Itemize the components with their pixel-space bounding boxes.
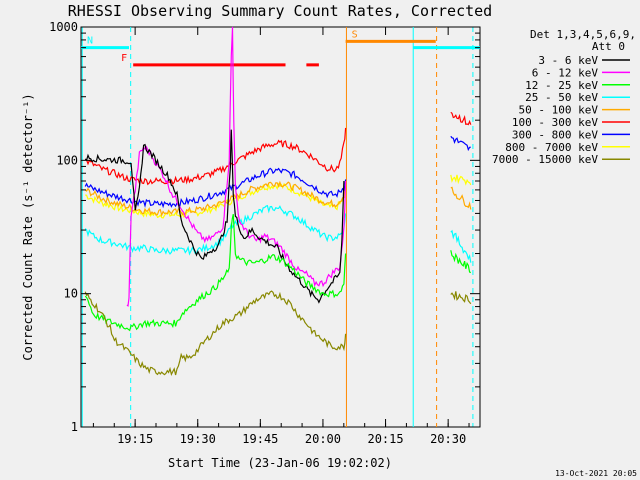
series-line-3-6-kev <box>84 129 345 304</box>
flag-bars: N F S <box>81 29 480 67</box>
late-segment-800-7000-kev <box>450 174 472 186</box>
flag-f-label: F <box>121 53 127 64</box>
legend-header-line-2: Att 0 <box>592 40 625 53</box>
series-line-800-7000-kev <box>85 182 347 219</box>
y-axis-ticks: 1 10 100 1000 <box>49 20 480 434</box>
vertical-markers <box>81 27 474 427</box>
y-tick-label-1000: 1000 <box>49 20 78 34</box>
x-tick-label-19-15: 19:15 <box>117 432 153 446</box>
x-tick-label-19-30: 19:30 <box>180 432 216 446</box>
legend-label-6-12-kev: 6 - 12 keV <box>532 66 599 79</box>
legend-label-12-25-kev: 12 - 25 keV <box>525 79 598 92</box>
footer-date: 13-Oct-2021 20:05 <box>555 469 637 478</box>
x-tick-label-20-15: 20:15 <box>367 432 403 446</box>
series-layer <box>84 26 472 377</box>
plot-frame <box>80 26 481 428</box>
series-line-12-25-kev <box>84 213 347 332</box>
series-line-25-50-kev <box>84 204 347 256</box>
series-line-50-100-kev <box>84 180 347 218</box>
legend-label-25-50-kev: 25 - 50 keV <box>525 91 598 104</box>
legend-label-7000-15000-kev: 7000 - 15000 keV <box>492 153 598 166</box>
x-tick-label-19-45: 19:45 <box>242 432 278 446</box>
y-axis-label: Corrected Count Rate (s⁻¹ detector⁻¹) <box>21 93 35 360</box>
series-line-100-300-kev <box>84 127 347 186</box>
late-segment-50-100-kev <box>450 186 472 210</box>
late-segment-7000-15000-kev <box>450 291 472 305</box>
legend-label-50-100-kev: 50 - 100 keV <box>519 104 599 117</box>
y-tick-label-10: 10 <box>64 287 78 301</box>
legend-label-800-7000-kev: 800 - 7000 keV <box>505 141 598 154</box>
flag-s-label: S <box>352 29 358 40</box>
late-segment-12-25-kev <box>450 250 472 274</box>
x-tick-label-20-30: 20:30 <box>430 432 466 446</box>
y-tick-label-100: 100 <box>56 153 78 167</box>
chart-title: RHESSI Observing Summary Count Rates, Co… <box>68 2 492 20</box>
y-tick-label-1: 1 <box>71 420 78 434</box>
plot-area <box>80 26 481 428</box>
x-axis-ticks: 19:15 19:30 19:45 20:00 20:15 20:30 <box>92 27 470 446</box>
legend-label-300-800-kev: 300 - 800 keV <box>512 128 598 141</box>
legend-label-100-300-kev: 100 - 300 keV <box>512 116 598 129</box>
series-line-300-800-kev <box>84 167 347 209</box>
x-axis-label: Start Time (23-Jan-06 19:02:02) <box>168 456 392 470</box>
series-line-6-12-kev <box>126 26 347 307</box>
flag-n-label: N <box>87 36 93 47</box>
series-line-7000-15000-kev <box>84 290 347 377</box>
legend-header-line-1: Det 1,3,4,5,6,9, <box>530 28 636 41</box>
late-segment-300-800-kev <box>450 135 471 152</box>
late-segment-25-50-kev <box>450 229 472 263</box>
x-tick-label-20-00: 20:00 <box>305 432 341 446</box>
legend-label-3-6-kev: 3 - 6 keV <box>538 54 598 67</box>
late-segment-100-300-kev <box>450 111 472 126</box>
